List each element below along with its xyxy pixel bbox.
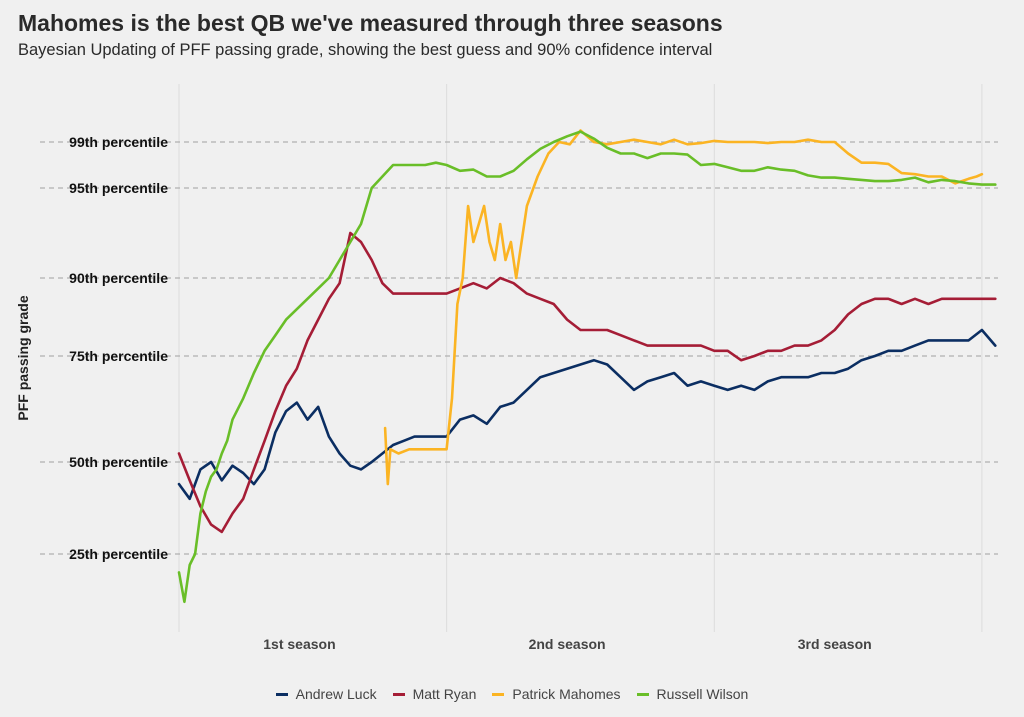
- legend-label: Russell Wilson: [656, 686, 749, 702]
- y-axis-label: PFF passing grade: [15, 295, 31, 420]
- legend-item: Russell Wilson: [636, 686, 749, 702]
- legend: Andrew Luck Matt Ryan Patrick Mahomes Russe…: [0, 686, 1024, 702]
- y-tick-label: 90th percentile: [69, 270, 168, 286]
- y-tick-label: 75th percentile: [69, 348, 168, 364]
- x-tick-label: 1st season: [263, 636, 335, 652]
- y-tick-label: 50th percentile: [69, 454, 168, 470]
- legend-label: Matt Ryan: [412, 686, 477, 702]
- legend-swatch: [392, 692, 405, 696]
- legend-item: Patrick Mahomes: [492, 686, 621, 702]
- x-axis-ticks: 1st season 2nd season 3rd season: [263, 636, 871, 652]
- x-tick-label: 3rd season: [798, 636, 872, 652]
- y-tick-label: 99th percentile: [69, 134, 168, 150]
- legend-label: Andrew Luck: [295, 686, 377, 702]
- legend-swatch: [275, 692, 288, 696]
- legend-swatch: [636, 692, 649, 696]
- series-line-russell-wilson: [177, 130, 997, 604]
- series-layer: [177, 129, 997, 604]
- y-tick-label: 25th percentile: [69, 546, 168, 562]
- legend-item: Matt Ryan: [392, 686, 477, 702]
- legend-swatch: [492, 692, 505, 696]
- chart-title: Mahomes is the best QB we've measured th…: [18, 10, 723, 36]
- legend-item: Andrew Luck: [275, 686, 377, 702]
- series-line-patrick-mahomes: [383, 129, 984, 486]
- y-tick-label: 95th percentile: [69, 180, 168, 196]
- legend-label: Patrick Mahomes: [512, 686, 621, 702]
- series-line-matt-ryan: [177, 231, 997, 534]
- x-tick-label: 2nd season: [529, 636, 606, 652]
- series-line-andrew-luck: [177, 328, 997, 501]
- grid-layer: [40, 84, 998, 632]
- chart-subtitle: Bayesian Updating of PFF passing grade, …: [18, 41, 713, 59]
- y-axis-ticks: 25th percentile 50th percentile 75th perce…: [69, 134, 168, 562]
